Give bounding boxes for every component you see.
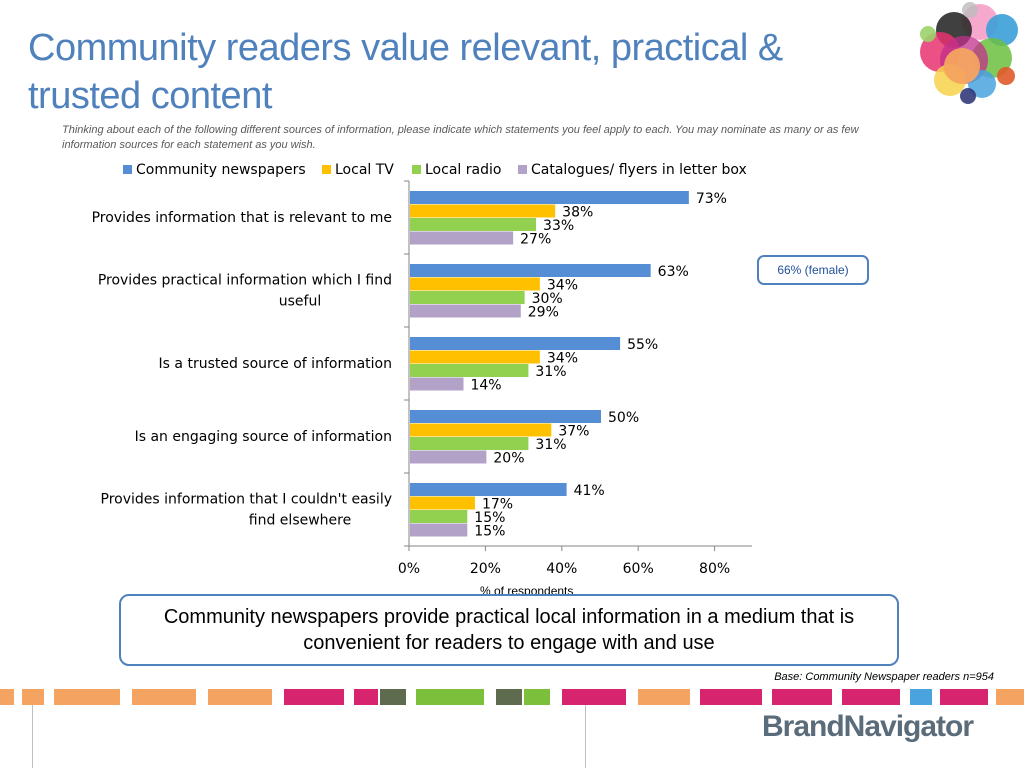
category-label: Is a trusted source of information [159,356,392,372]
legend-swatch [412,165,421,174]
page-title: Community readers value relevant, practi… [28,27,783,117]
x-tick-label: 40% [546,561,577,577]
bar [410,304,521,318]
category-label: Is an engaging source of information [135,429,392,445]
bar [410,496,475,510]
bar [410,410,601,423]
bar [410,350,540,364]
data-label: 33% [543,218,574,234]
bar [410,337,621,350]
data-label: 37% [558,424,589,440]
data-label: 31% [535,437,566,453]
data-label: 50% [608,410,639,426]
data-label: 63% [658,264,689,280]
bar [410,291,525,304]
bar [410,523,468,537]
bar [410,191,689,204]
bar [410,377,464,391]
female-callout: 66% (female) [757,255,869,285]
data-label: 20% [493,451,524,467]
x-tick-label: 60% [623,561,654,577]
bar [410,231,514,245]
data-label: 29% [528,305,559,321]
legend-label: Community newspapers [136,162,306,178]
bar-chart: Community newspapers Local TV Local radio C… [92,162,752,577]
data-label: 55% [627,337,658,353]
divider-line [585,705,586,768]
legend-swatch [123,165,132,174]
data-label: 38% [562,205,593,221]
x-tick-label: 80% [699,561,730,577]
summary-text: Community newspapers provide practical l… [163,606,855,654]
data-label: 14% [470,378,501,394]
bar [410,264,651,277]
legend-swatch [322,165,331,174]
category-label: Provides information that is relevant to… [92,210,392,226]
data-label: 31% [535,364,566,380]
brand-logo: BrandNavigator [762,710,974,743]
data-label: 34% [547,278,578,294]
bar [410,218,537,231]
summary-box: Community newspapers provide practical l… [119,594,899,666]
decorative-color-strip [0,689,1024,705]
legend-label: Local TV [335,162,394,178]
base-note: Base: Community Newspaper readers n=954 [774,671,994,683]
divider-line [32,705,33,768]
bar [410,450,487,464]
legend-swatch [518,165,527,174]
bar [410,483,567,496]
data-label: 34% [547,351,578,367]
legend-label: Local radio [425,162,501,178]
category-label: Provides information that I couldn't eas… [101,492,392,529]
survey-question: Thinking about each of the following dif… [62,124,859,151]
data-label: 15% [474,524,505,540]
bar [410,204,556,218]
bar [410,510,468,523]
bar [410,423,552,437]
bar [410,437,529,450]
data-label: 17% [482,497,513,513]
data-label: 30% [532,291,563,307]
legend-label: Catalogues/ flyers in letter box [531,162,747,178]
data-label: 27% [520,232,551,248]
x-tick-label: 0% [398,561,420,577]
bar [410,277,540,291]
category-label: Provides practical information which I f… [98,273,392,310]
bar [410,364,529,377]
bubbles-logo-icon [920,2,1018,104]
x-tick-label: 20% [470,561,501,577]
data-label: 73% [696,191,727,207]
data-label: 15% [474,510,505,526]
data-label: 41% [574,483,605,499]
